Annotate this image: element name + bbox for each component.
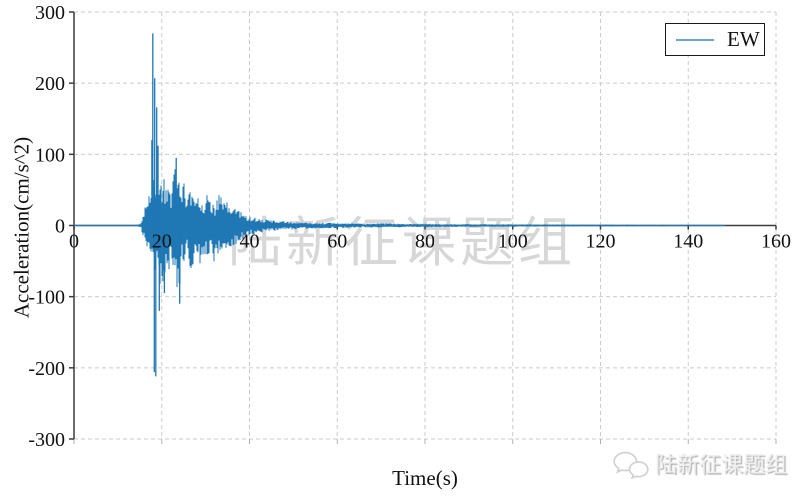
x-tick-label: 140 <box>673 231 703 253</box>
x-tick-label: 160 <box>761 231 791 253</box>
y-tick-label: 0 <box>55 216 65 238</box>
trace-key-peaks <box>151 33 181 377</box>
x-tick-label: 60 <box>327 231 347 253</box>
y-tick-label: 100 <box>35 144 65 166</box>
legend-series-label: EW <box>727 27 760 51</box>
x-tick-label: 120 <box>586 231 616 253</box>
corner-watermark: 陆新征课题组 <box>613 450 787 480</box>
plot-legend: EW <box>665 23 765 56</box>
y-tick-label: 200 <box>35 73 65 95</box>
y-tick-label: -300 <box>28 429 65 451</box>
x-axis-title: Time(s) <box>392 466 458 490</box>
trace-ew <box>73 169 726 288</box>
x-tick-label: 40 <box>240 231 260 253</box>
x-tick-label: 100 <box>498 231 528 253</box>
x-tick-label: 0 <box>69 231 79 253</box>
y-tick-label: 300 <box>35 2 65 24</box>
y-tick-label: -200 <box>28 358 65 380</box>
y-tick-label: -100 <box>28 287 65 309</box>
wechat-icon <box>613 451 649 480</box>
x-tick-label: 80 <box>415 231 435 253</box>
corner-watermark-text: 陆新征课题组 <box>655 452 788 477</box>
y-axis-title: Acceleration(cm/s^2) <box>9 136 34 319</box>
legend-line-sample <box>676 38 714 41</box>
x-tick-label: 20 <box>152 231 172 253</box>
